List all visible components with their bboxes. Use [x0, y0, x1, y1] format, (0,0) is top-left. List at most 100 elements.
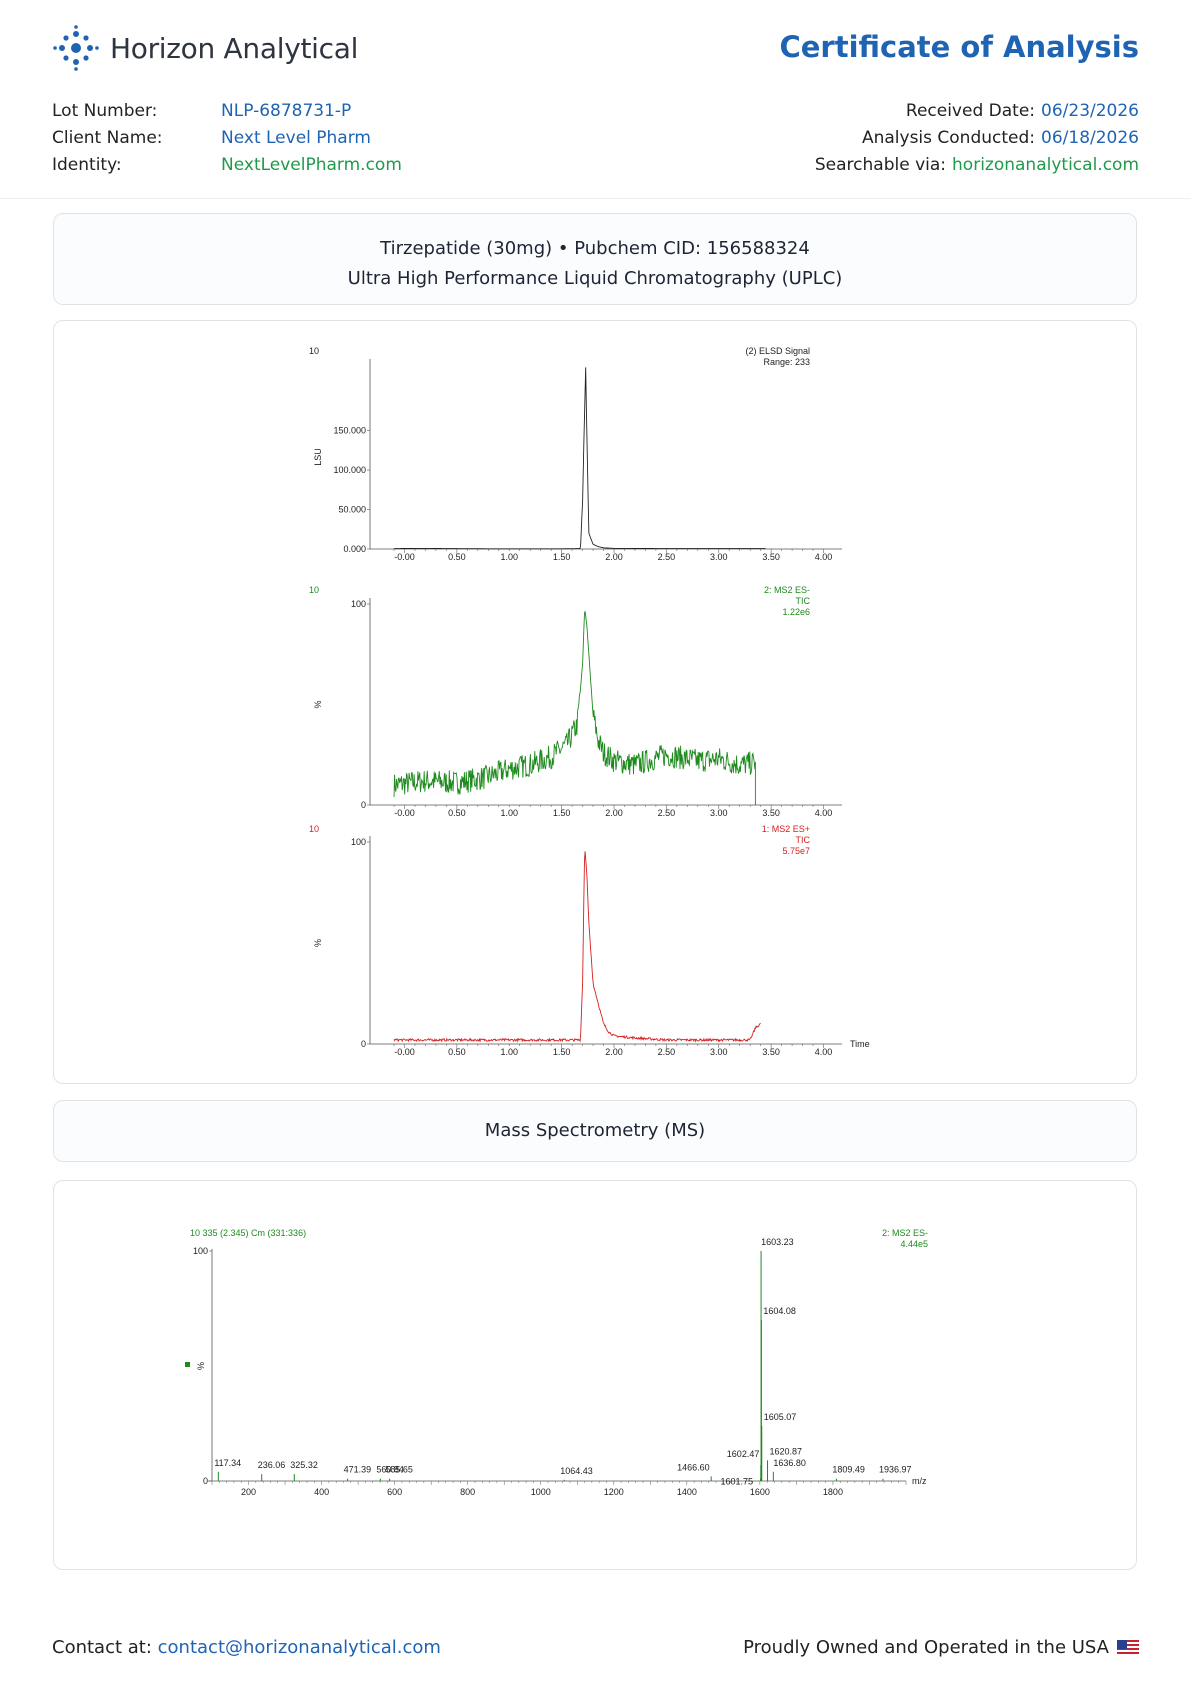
- contact-label: Contact at:: [52, 1637, 152, 1658]
- usa-text: Proudly Owned and Operated in the USA: [743, 1637, 1109, 1658]
- ms-peak-label: 1602.47: [727, 1449, 760, 1459]
- x-tick-label: 1.00: [500, 808, 518, 818]
- ms-y-tick-label: 0: [203, 1476, 208, 1486]
- lot-label: Lot Number:: [52, 101, 158, 121]
- sample-info-panel: Tirzepatide (30mg) • Pubchem CID: 156588…: [53, 213, 1137, 305]
- x-tick-label: -0.00: [394, 1047, 415, 1057]
- chart-legend-line: Range: 233: [763, 357, 810, 367]
- x-tick-label: 2.00: [605, 808, 623, 818]
- footer-usa: Proudly Owned and Operated in the USA: [743, 1637, 1139, 1658]
- client-label: Client Name:: [52, 128, 163, 148]
- ms-x-tick-label: 800: [460, 1487, 475, 1497]
- ms-x-tick-label: 1200: [604, 1487, 624, 1497]
- chart-legend-line: 1.22e6: [782, 607, 810, 617]
- y-tick-label: 0: [361, 800, 366, 810]
- ms-section-header: Mass Spectrometry (MS): [53, 1100, 1137, 1162]
- contact-email-link[interactable]: contact@horizonanalytical.com: [157, 1637, 441, 1658]
- chart-legend-line: TIC: [796, 596, 811, 606]
- footer-contact: Contact at: contact@horizonanalytical.co…: [52, 1637, 441, 1658]
- chart-legend-line: 5.75e7: [782, 846, 810, 856]
- y-tick-label: 150.000: [333, 426, 366, 436]
- ms-peak-label: 1604.08: [763, 1306, 796, 1316]
- chart-corner-label: 10: [309, 585, 319, 595]
- identity-value[interactable]: NextLevelPharm.com: [221, 155, 402, 175]
- x-tick-label: 1.50: [553, 552, 571, 562]
- chromatogram-trace: [394, 367, 766, 550]
- x-tick-label: 2.50: [658, 552, 676, 562]
- ms-chart-panel: 10 335 (2.345) Cm (331:336) 2: MS2 ES- 4.4…: [53, 1180, 1137, 1570]
- ms-x-tick-label: 400: [314, 1487, 329, 1497]
- ms-peak-label: 236.06: [258, 1460, 286, 1470]
- ms-peak-label: 1466.60: [677, 1462, 710, 1472]
- ms-peak-label: 1636.80: [773, 1458, 806, 1468]
- document-title: Certificate of Analysis: [779, 30, 1139, 64]
- chromatogram-trace: [393, 851, 761, 1043]
- ms-peak-label: 560.84: [376, 1465, 404, 1475]
- ms-section-title: Mass Spectrometry (MS): [484, 1120, 706, 1141]
- ms-scan-header: 10 335 (2.345) Cm (331:336): [190, 1228, 306, 1238]
- mass-spectrum: 10 335 (2.345) Cm (331:336) 2: MS2 ES-4.4…: [185, 1228, 928, 1497]
- y-tick-label: 100: [351, 837, 366, 847]
- chart-corner-label: 10: [309, 346, 319, 356]
- analysis-label: Analysis Conducted:: [861, 128, 1036, 148]
- ms-legend-marker: [185, 1362, 190, 1367]
- x-tick-label: 0.50: [448, 552, 466, 562]
- chart-legend-line: (2) ELSD Signal: [745, 346, 810, 356]
- received-value: 06/23/2026: [1041, 101, 1139, 121]
- ms-x-tick-label: 1000: [531, 1487, 551, 1497]
- client-value: Next Level Pharm: [221, 128, 371, 148]
- x-tick-label: 4.00: [815, 1047, 833, 1057]
- chromatogram-trace: [393, 611, 756, 805]
- x-tick-label: 2.00: [605, 1047, 623, 1057]
- chart-legend-line: TIC: [796, 835, 811, 845]
- ms-peak-label: 1620.87: [770, 1446, 803, 1456]
- y-tick-label: 0.000: [343, 544, 366, 554]
- x-tick-label: 3.00: [710, 1047, 728, 1057]
- y-axis-label: %: [313, 700, 323, 708]
- document-header: Horizon Analytical Certificate of Analys…: [0, 0, 1191, 199]
- logo-icon: [53, 25, 99, 71]
- x-tick-label: 4.00: [815, 552, 833, 562]
- chart-corner-label: 10: [309, 824, 319, 834]
- ms-legend-line: 4.44e5: [900, 1239, 928, 1249]
- x-tick-label: 0.50: [448, 808, 466, 818]
- y-tick-label: 50.000: [338, 505, 366, 515]
- y-axis-label: %: [313, 939, 323, 947]
- ms-peak-label: 471.39: [344, 1465, 372, 1475]
- ms-peak-label: 1603.23: [761, 1237, 794, 1247]
- ms-x-axis-label: m/z: [912, 1476, 927, 1486]
- ms-y-tick-label: 100: [193, 1246, 208, 1256]
- x-tick-label: 3.50: [762, 808, 780, 818]
- x-tick-label: 3.50: [762, 552, 780, 562]
- x-tick-label: 2.50: [658, 1047, 676, 1057]
- x-tick-label: 3.00: [710, 552, 728, 562]
- y-tick-label: 100.000: [333, 465, 366, 475]
- sample-name: Tirzepatide (30mg) • Pubchem CID: 156588…: [380, 238, 810, 259]
- y-tick-label: 0: [361, 1039, 366, 1049]
- ms-peak-label: 1809.49: [832, 1465, 865, 1475]
- ms-peak-label: 325.32: [290, 1460, 318, 1470]
- x-tick-label: 4.00: [815, 808, 833, 818]
- x-axis-label: Time: [850, 1039, 870, 1049]
- logo-text: Horizon Analytical: [110, 31, 359, 65]
- search-link[interactable]: horizonanalytical.com: [952, 155, 1139, 175]
- ms-y-axis-label: %: [196, 1362, 206, 1370]
- ms-x-tick-label: 1800: [823, 1487, 843, 1497]
- method-name: Ultra High Performance Liquid Chromatogr…: [347, 268, 843, 289]
- x-tick-label: -0.00: [394, 808, 415, 818]
- search-label: Searchable via:: [814, 155, 947, 175]
- uplc-chart-panel: 10 (2) ELSD Signal Range: 233 -0.00 0.50 1.00…: [53, 320, 1137, 1084]
- identity-label: Identity:: [52, 155, 122, 175]
- x-tick-label: 3.00: [710, 808, 728, 818]
- y-axis-label: LSU: [313, 448, 323, 466]
- ms-peak-label: 1605.07: [764, 1412, 797, 1422]
- x-tick-label: 1.50: [553, 1047, 571, 1057]
- ms-x-tick-label: 600: [387, 1487, 402, 1497]
- us-flag-icon: [1117, 1639, 1139, 1656]
- ms-peak-label: 1936.97: [879, 1465, 912, 1475]
- x-tick-label: 1.00: [500, 1047, 518, 1057]
